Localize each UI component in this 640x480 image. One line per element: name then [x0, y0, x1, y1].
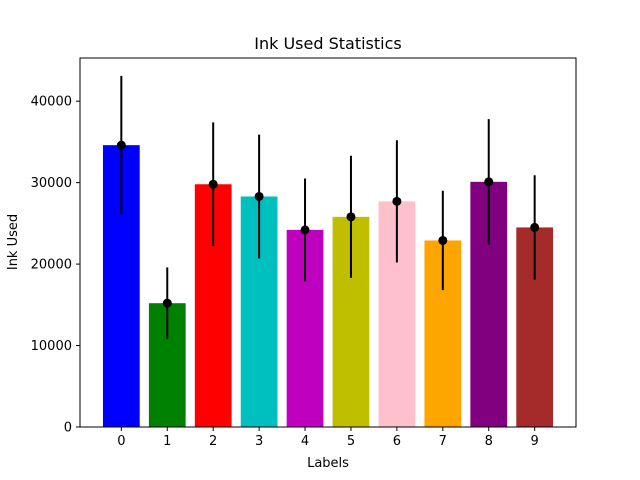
x-tick-label: 1 [163, 434, 171, 449]
x-tick-label: 7 [439, 434, 447, 449]
mean-marker-4 [300, 225, 310, 235]
bars-group [102, 145, 554, 427]
x-tick-label: 2 [209, 434, 217, 449]
x-axis-label: Labels [307, 456, 349, 471]
y-tick-label: 30000 [31, 176, 72, 191]
x-tick-label: 0 [117, 434, 125, 449]
mean-marker-7 [438, 235, 448, 245]
y-axis-label: Ink Used [6, 214, 21, 270]
y-tick-label: 10000 [31, 339, 72, 354]
mean-marker-0 [116, 140, 126, 150]
x-tick-label: 4 [301, 434, 309, 449]
y-tick-label: 0 [64, 421, 72, 436]
y-axis: 0 10000 20000 30000 40000 [31, 95, 80, 436]
y-tick-label: 40000 [31, 95, 72, 110]
x-tick-label: 5 [347, 434, 355, 449]
chart-title: Ink Used Statistics [254, 34, 401, 53]
mean-marker-1 [162, 298, 172, 308]
plot-frame [79, 57, 577, 428]
x-tick-label: 8 [485, 434, 493, 449]
mean-marker-9 [530, 222, 540, 232]
x-axis: 0 1 2 3 4 5 6 7 8 9 [117, 427, 539, 449]
error-bars-group [116, 75, 540, 340]
x-tick-label: 9 [531, 434, 539, 449]
y-tick-label: 20000 [31, 258, 72, 273]
mean-marker-3 [254, 191, 264, 201]
mean-marker-8 [484, 177, 494, 187]
x-tick-label: 6 [393, 434, 401, 449]
mean-marker-5 [346, 212, 356, 222]
mean-marker-6 [392, 196, 402, 206]
mean-marker-2 [208, 179, 218, 189]
x-tick-label: 3 [255, 434, 263, 449]
